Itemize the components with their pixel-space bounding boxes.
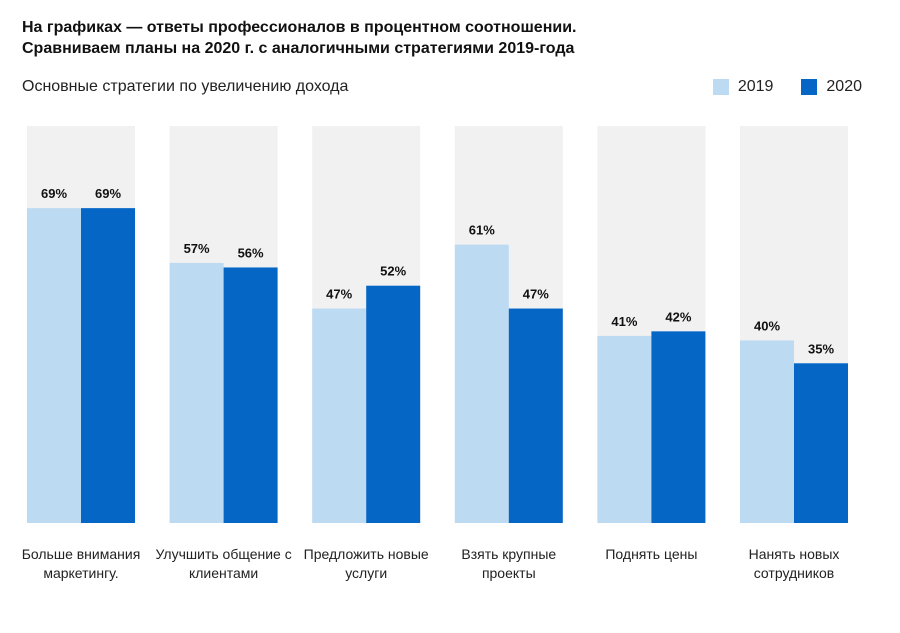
bar-2019	[454, 244, 509, 523]
data-label-2019: 41%	[611, 314, 637, 329]
data-label-2020: 42%	[665, 309, 691, 324]
category-label: Поднять цены	[605, 546, 698, 562]
bar-2019	[169, 262, 224, 523]
bar-2020	[366, 285, 421, 523]
data-label-2020: 69%	[95, 186, 121, 201]
data-label-2019: 47%	[326, 287, 352, 302]
legend-label-2020: 2020	[826, 78, 862, 95]
bar-2019	[597, 335, 652, 523]
bar-2020	[794, 363, 848, 523]
bar-2020	[223, 267, 278, 523]
bar-2020	[651, 331, 706, 523]
data-label-2020: 47%	[523, 287, 549, 302]
legend: 2019 2020	[685, 78, 862, 96]
category-label: Нанять новых сотрудников	[748, 546, 840, 581]
bar-2020	[508, 308, 563, 523]
legend-swatch-2019	[712, 79, 729, 95]
legend-swatch-2020	[801, 79, 818, 95]
legend-label-2019: 2019	[737, 78, 774, 95]
chart-heading: На графиках — ответы профессионалов в пр…	[22, 17, 576, 59]
legend-item-2020: 2020	[801, 78, 862, 96]
bar-2019	[27, 208, 81, 523]
category-label: Больше внимания маркетингу.	[21, 546, 141, 581]
legend-item-2019: 2019	[712, 78, 774, 96]
bar-2019	[312, 308, 367, 523]
chart-subtitle: Основные стратегии по увеличению дохода	[22, 78, 349, 95]
data-label-2020: 52%	[380, 264, 406, 279]
data-label-2019: 69%	[41, 186, 67, 201]
data-label-2019: 57%	[184, 241, 210, 256]
bar-2019	[740, 340, 794, 523]
bar-2020	[81, 208, 135, 523]
data-label-2020: 35%	[808, 341, 834, 356]
heading-line-1: На графиках — ответы профессионалов в пр…	[22, 19, 577, 36]
data-label-2020: 56%	[238, 245, 264, 260]
category-label: Взять крупные проекты	[461, 546, 557, 581]
category-label: Улучшить общение с клиентами	[155, 546, 292, 581]
heading-line-2: Сравниваем планы на 2020 г. с аналогичны…	[22, 40, 575, 57]
data-label-2019: 40%	[754, 318, 780, 333]
category-label: Предложить новые услуги	[303, 546, 429, 581]
data-label-2019: 61%	[469, 223, 495, 238]
